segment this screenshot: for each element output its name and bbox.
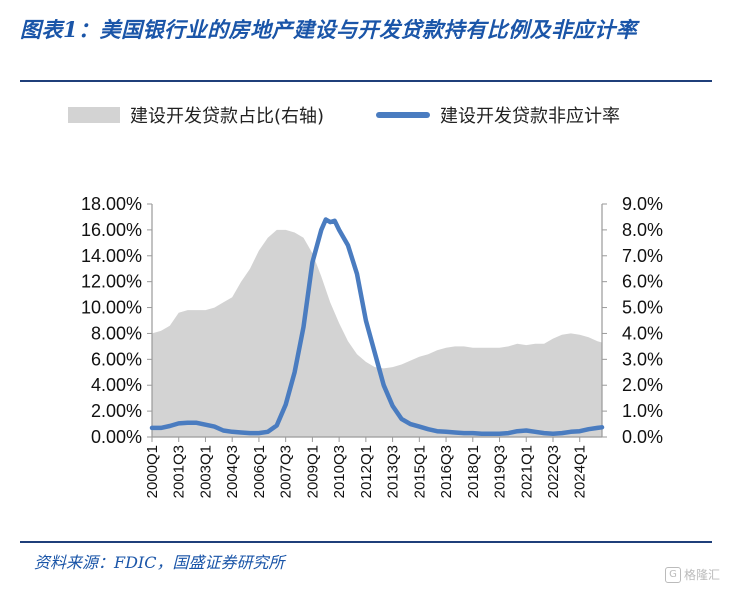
- watermark-logo-icon: G: [664, 566, 681, 583]
- x-tick-label: 2004Q3: [224, 445, 241, 498]
- legend-line-label: 建设开发贷款非应计率: [440, 106, 621, 127]
- x-tick-label: 2001Q3: [171, 445, 188, 498]
- line-series-nonaccrual: [149, 217, 605, 437]
- x-tick-label: 2016Q3: [438, 445, 455, 498]
- legend-line-swatch: [376, 112, 431, 118]
- source-rule: [20, 541, 712, 543]
- right-tick-label: 0.0%: [622, 427, 663, 447]
- left-tick-label: 6.00%: [91, 349, 142, 369]
- x-tick-label: 2007Q3: [278, 445, 295, 498]
- x-tick-label: 2018Q1: [465, 445, 482, 498]
- left-tick-label: 16.00%: [81, 220, 142, 240]
- left-tick-label: 2.00%: [91, 401, 142, 421]
- left-tick-label: 12.00%: [81, 272, 142, 292]
- watermark-text: 格隆汇: [683, 568, 720, 582]
- left-tick-label: 4.00%: [91, 375, 142, 395]
- area-series-share: [152, 229, 602, 437]
- x-tick-label: 2000Q1: [144, 445, 161, 498]
- x-tick-label: 2021Q1: [518, 445, 535, 498]
- legend-area-label: 建设开发贷款占比(右轴): [130, 106, 325, 127]
- x-tick-label: 2013Q3: [385, 445, 402, 498]
- right-tick-label: 1.0%: [622, 401, 663, 421]
- right-tick-label: 9.0%: [622, 194, 663, 214]
- x-tick-label: 2024Q1: [572, 445, 589, 498]
- right-tick-label: 3.0%: [622, 349, 663, 369]
- left-tick-label: 14.00%: [81, 246, 142, 266]
- x-tick-label: 2010Q3: [331, 445, 348, 498]
- right-tick-label: 7.0%: [622, 246, 663, 266]
- left-tick-label: 0.00%: [91, 427, 142, 447]
- x-tick-label: 2006Q1: [251, 445, 268, 498]
- right-tick-label: 8.0%: [622, 220, 663, 240]
- right-tick-label: 6.0%: [622, 272, 663, 292]
- x-tick-label: 2009Q1: [304, 445, 321, 498]
- left-tick-label: 10.00%: [81, 298, 142, 318]
- x-tick-label: 2012Q1: [358, 445, 375, 498]
- watermark: G 格隆汇: [664, 566, 720, 583]
- right-tick-label: 2.0%: [622, 375, 663, 395]
- legend: 建设开发贷款占比(右轴) 建设开发贷款非应计率: [68, 98, 620, 132]
- right-tick-label: 4.0%: [622, 323, 663, 343]
- right-tick-label: 5.0%: [622, 298, 663, 318]
- x-tick-label: 2015Q1: [411, 445, 428, 498]
- title-rule: [20, 80, 712, 82]
- chart-title: 图表1：美国银行业的房地产建设与开发贷款持有比例及非应计率: [20, 17, 638, 42]
- left-tick-label: 8.00%: [91, 323, 142, 343]
- x-tick-label: 2003Q1: [198, 445, 215, 498]
- x-tick-label: 2022Q3: [545, 445, 562, 498]
- source-note: 资料来源：FDIC，国盛证券研究所: [34, 553, 285, 572]
- x-tick-label: 2019Q3: [492, 445, 509, 498]
- left-tick-label: 18.00%: [81, 194, 142, 214]
- legend-area-swatch: [68, 107, 120, 123]
